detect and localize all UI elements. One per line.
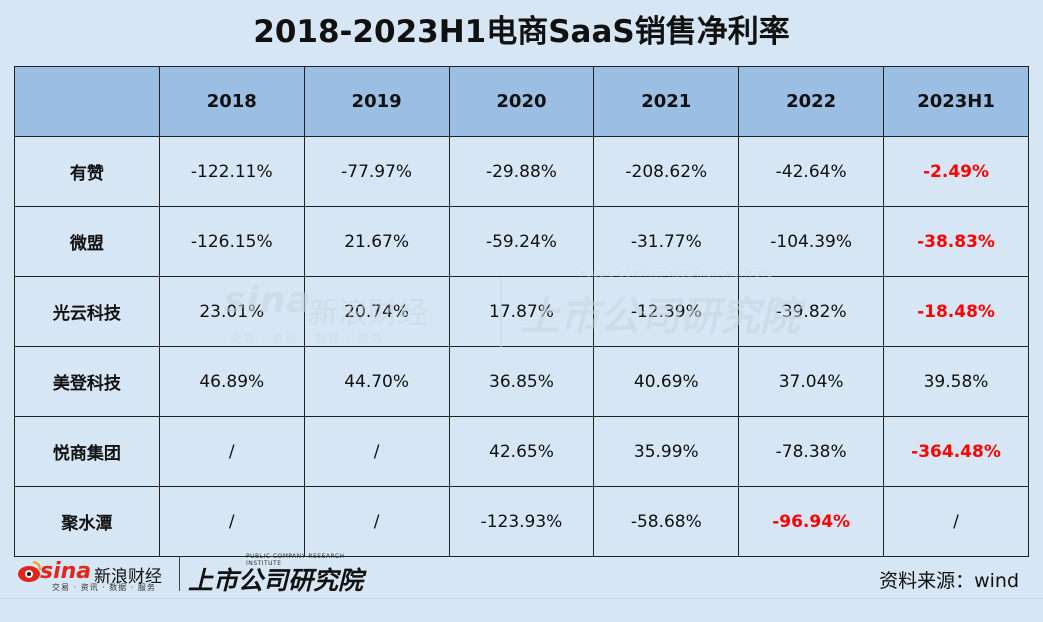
value-cell: -364.48%: [883, 416, 1029, 487]
company-name: 聚水潭: [14, 486, 160, 557]
footer-logo-divider: [179, 557, 180, 591]
value-cell: -18.48%: [883, 276, 1029, 347]
header-year: 2023H1: [883, 66, 1029, 137]
chart-title: 2018-2023H1电商SaaS销售净利率: [253, 14, 790, 50]
value-cell: /: [158, 486, 305, 557]
table-row: 有赞 -122.11% -77.97% -29.88% -208.62% -42.64% -…: [14, 136, 1029, 207]
value-cell: 39.58%: [883, 346, 1029, 417]
header-year: 2022: [738, 66, 885, 137]
footer-institute-en: PUBLIC COMPANY RESEARCH INSTITUTE: [246, 553, 345, 567]
table-body: 有赞 -122.11% -77.97% -29.88% -208.62% -42.64% -…: [14, 136, 1029, 557]
value-cell: -29.88%: [448, 136, 595, 207]
source-note: 资料来源：wind: [879, 570, 1019, 592]
footer-sina-slogan: 交易 · 资讯 · 数据 · 服务: [52, 583, 156, 592]
table-row: 微盟 -126.15% 21.67% -59.24% -31.77% -104.39% -3…: [14, 206, 1029, 277]
value-cell: -78.38%: [738, 416, 885, 487]
footer-institute-logo: 上市公司研究院: [188, 566, 364, 595]
value-cell: -39.82%: [738, 276, 885, 347]
value-cell: -126.15%: [158, 206, 305, 277]
header-year: 2018: [158, 66, 305, 137]
value-cell: -38.83%: [883, 206, 1029, 277]
table-row: 美登科技 46.89% 44.70% 36.85% 40.69% 37.04% 39.58%: [14, 346, 1029, 417]
value-cell: -2.49%: [883, 136, 1029, 207]
value-cell: 35.99%: [593, 416, 740, 487]
company-name: 美登科技: [14, 346, 160, 417]
header-row: 2018 2019 2020 2021 2022 2023H1: [14, 66, 1029, 137]
table-row: 聚水潭 / / -123.93% -58.68% -96.94% /: [14, 486, 1029, 557]
value-cell: 40.69%: [593, 346, 740, 417]
sina-eye-icon: [18, 561, 41, 582]
value-cell: 36.85%: [448, 346, 595, 417]
value-cell: 23.01%: [158, 276, 305, 347]
value-cell: -122.11%: [158, 136, 305, 207]
company-name: 光云科技: [14, 276, 160, 347]
value-cell: -96.94%: [738, 486, 885, 557]
value-cell: 42.65%: [448, 416, 595, 487]
footer-logo: sina 新浪财经 交易 · 资讯 · 数据 · 服务 PUBLIC COMPA…: [14, 553, 374, 595]
value-cell: /: [303, 486, 450, 557]
value-cell: /: [883, 486, 1029, 557]
header-year: 2019: [303, 66, 450, 137]
value-cell: 37.04%: [738, 346, 885, 417]
value-cell: -104.39%: [738, 206, 885, 277]
value-cell: -12.39%: [593, 276, 740, 347]
value-cell: 21.67%: [303, 206, 450, 277]
value-cell: -58.68%: [593, 486, 740, 557]
value-cell: -59.24%: [448, 206, 595, 277]
value-cell: 17.87%: [448, 276, 595, 347]
value-cell: -123.93%: [448, 486, 595, 557]
footer-sina-logo: sina: [40, 559, 92, 584]
value-cell: -208.62%: [593, 136, 740, 207]
company-name: 悦商集团: [14, 416, 160, 487]
value-cell: 20.74%: [303, 276, 450, 347]
header-corner: [14, 66, 160, 137]
data-table: 2018 2019 2020 2021 2022 2023H1 有赞 -122.11% -77…: [14, 66, 1029, 557]
value-cell: -77.97%: [303, 136, 450, 207]
header-year: 2021: [593, 66, 740, 137]
header-year: 2020: [448, 66, 595, 137]
company-name: 微盟: [14, 206, 160, 277]
table-row: 光云科技 23.01% 20.74% 17.87% -12.39% -39.82% -18.…: [14, 276, 1029, 347]
value-cell: 46.89%: [158, 346, 305, 417]
value-cell: 44.70%: [303, 346, 450, 417]
value-cell: -42.64%: [738, 136, 885, 207]
bottom-band: [0, 598, 1043, 622]
company-name: 有赞: [14, 136, 160, 207]
value-cell: -31.77%: [593, 206, 740, 277]
value-cell: /: [158, 416, 305, 487]
value-cell: /: [303, 416, 450, 487]
table-row: 悦商集团 //42.65% 35.99% -78.38% -364.48%: [14, 416, 1029, 487]
footer-sina-name: 新浪财经: [94, 567, 162, 587]
